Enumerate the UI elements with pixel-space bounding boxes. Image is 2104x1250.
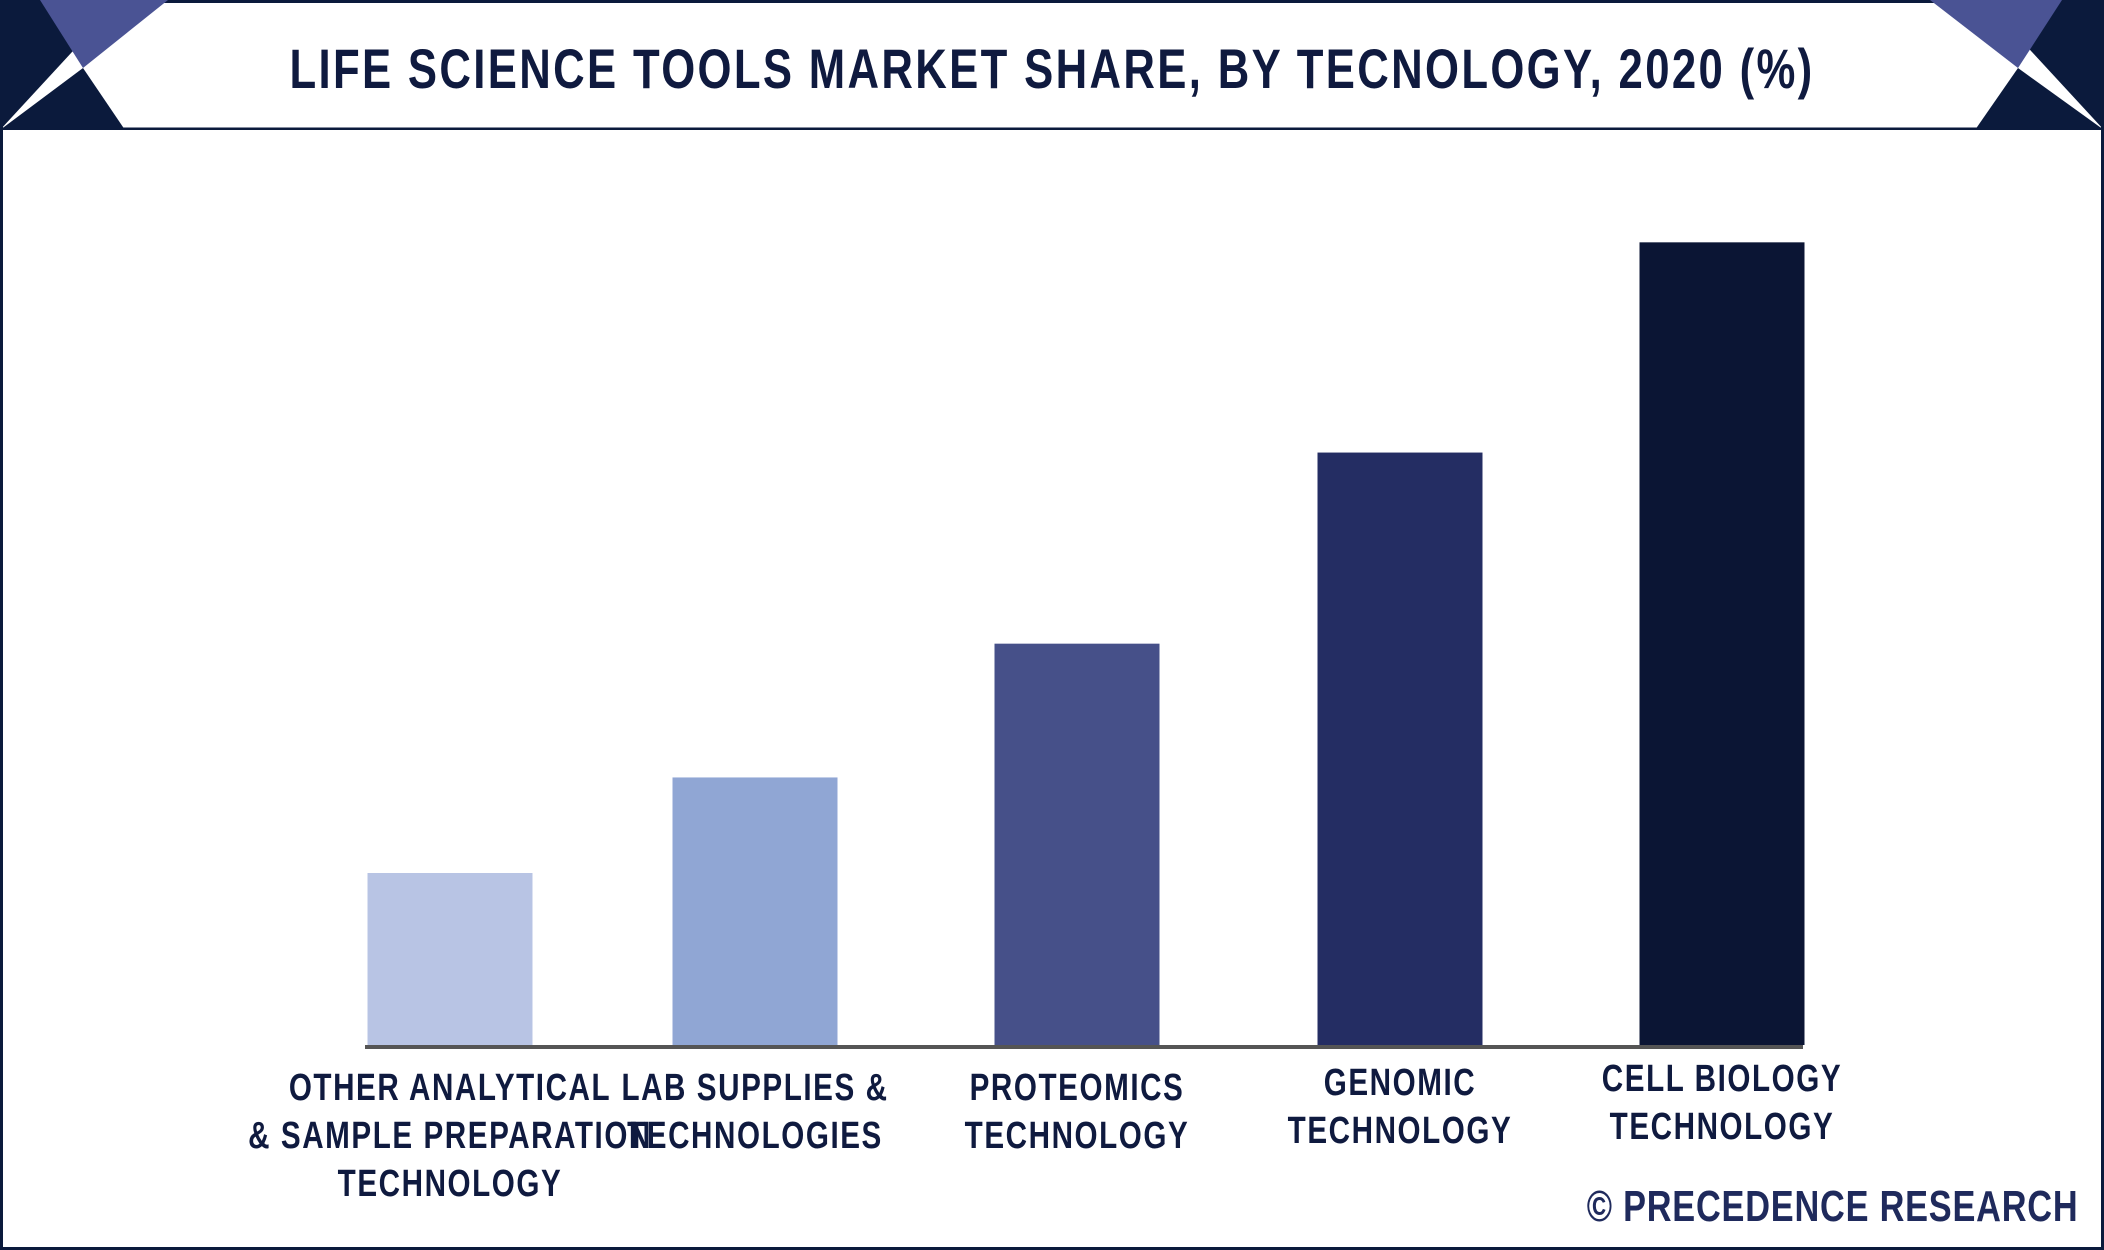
banner-right-accent — [1930, 0, 2062, 68]
category-label-1: OTHER ANALYTICAL & SAMPLE PREPARATION TECH… — [248, 1067, 652, 1205]
banner-shapes — [0, 0, 2104, 130]
bar-1 — [367, 873, 533, 1045]
bar-5 — [1639, 242, 1805, 1046]
bar-3 — [994, 643, 1160, 1045]
banner-right-dark-base — [1975, 68, 2104, 130]
category-label-2: LAB SUPPLIES & TECHNOLOGIES — [621, 1067, 888, 1157]
watermark: © PRECEDENCE RESEARCH — [1586, 1182, 2078, 1231]
bar-4 — [1317, 452, 1483, 1045]
banner-left-accent — [40, 0, 168, 68]
category-label-4: GENOMIC TECHNOLOGY — [1288, 1062, 1513, 1152]
category-label-3: PROTEOMICS TECHNOLOGY — [965, 1067, 1190, 1157]
title-banner: LIFE SCIENCE TOOLS MARKET SHARE, BY TECN… — [0, 0, 2104, 130]
chart-title: LIFE SCIENCE TOOLS MARKET SHARE, BY TECN… — [289, 37, 1815, 100]
banner-left-dark-base — [0, 68, 125, 130]
bar-2 — [672, 777, 838, 1045]
category-label-5: CELL BIOLOGY TECHNOLOGY — [1602, 1058, 1842, 1148]
